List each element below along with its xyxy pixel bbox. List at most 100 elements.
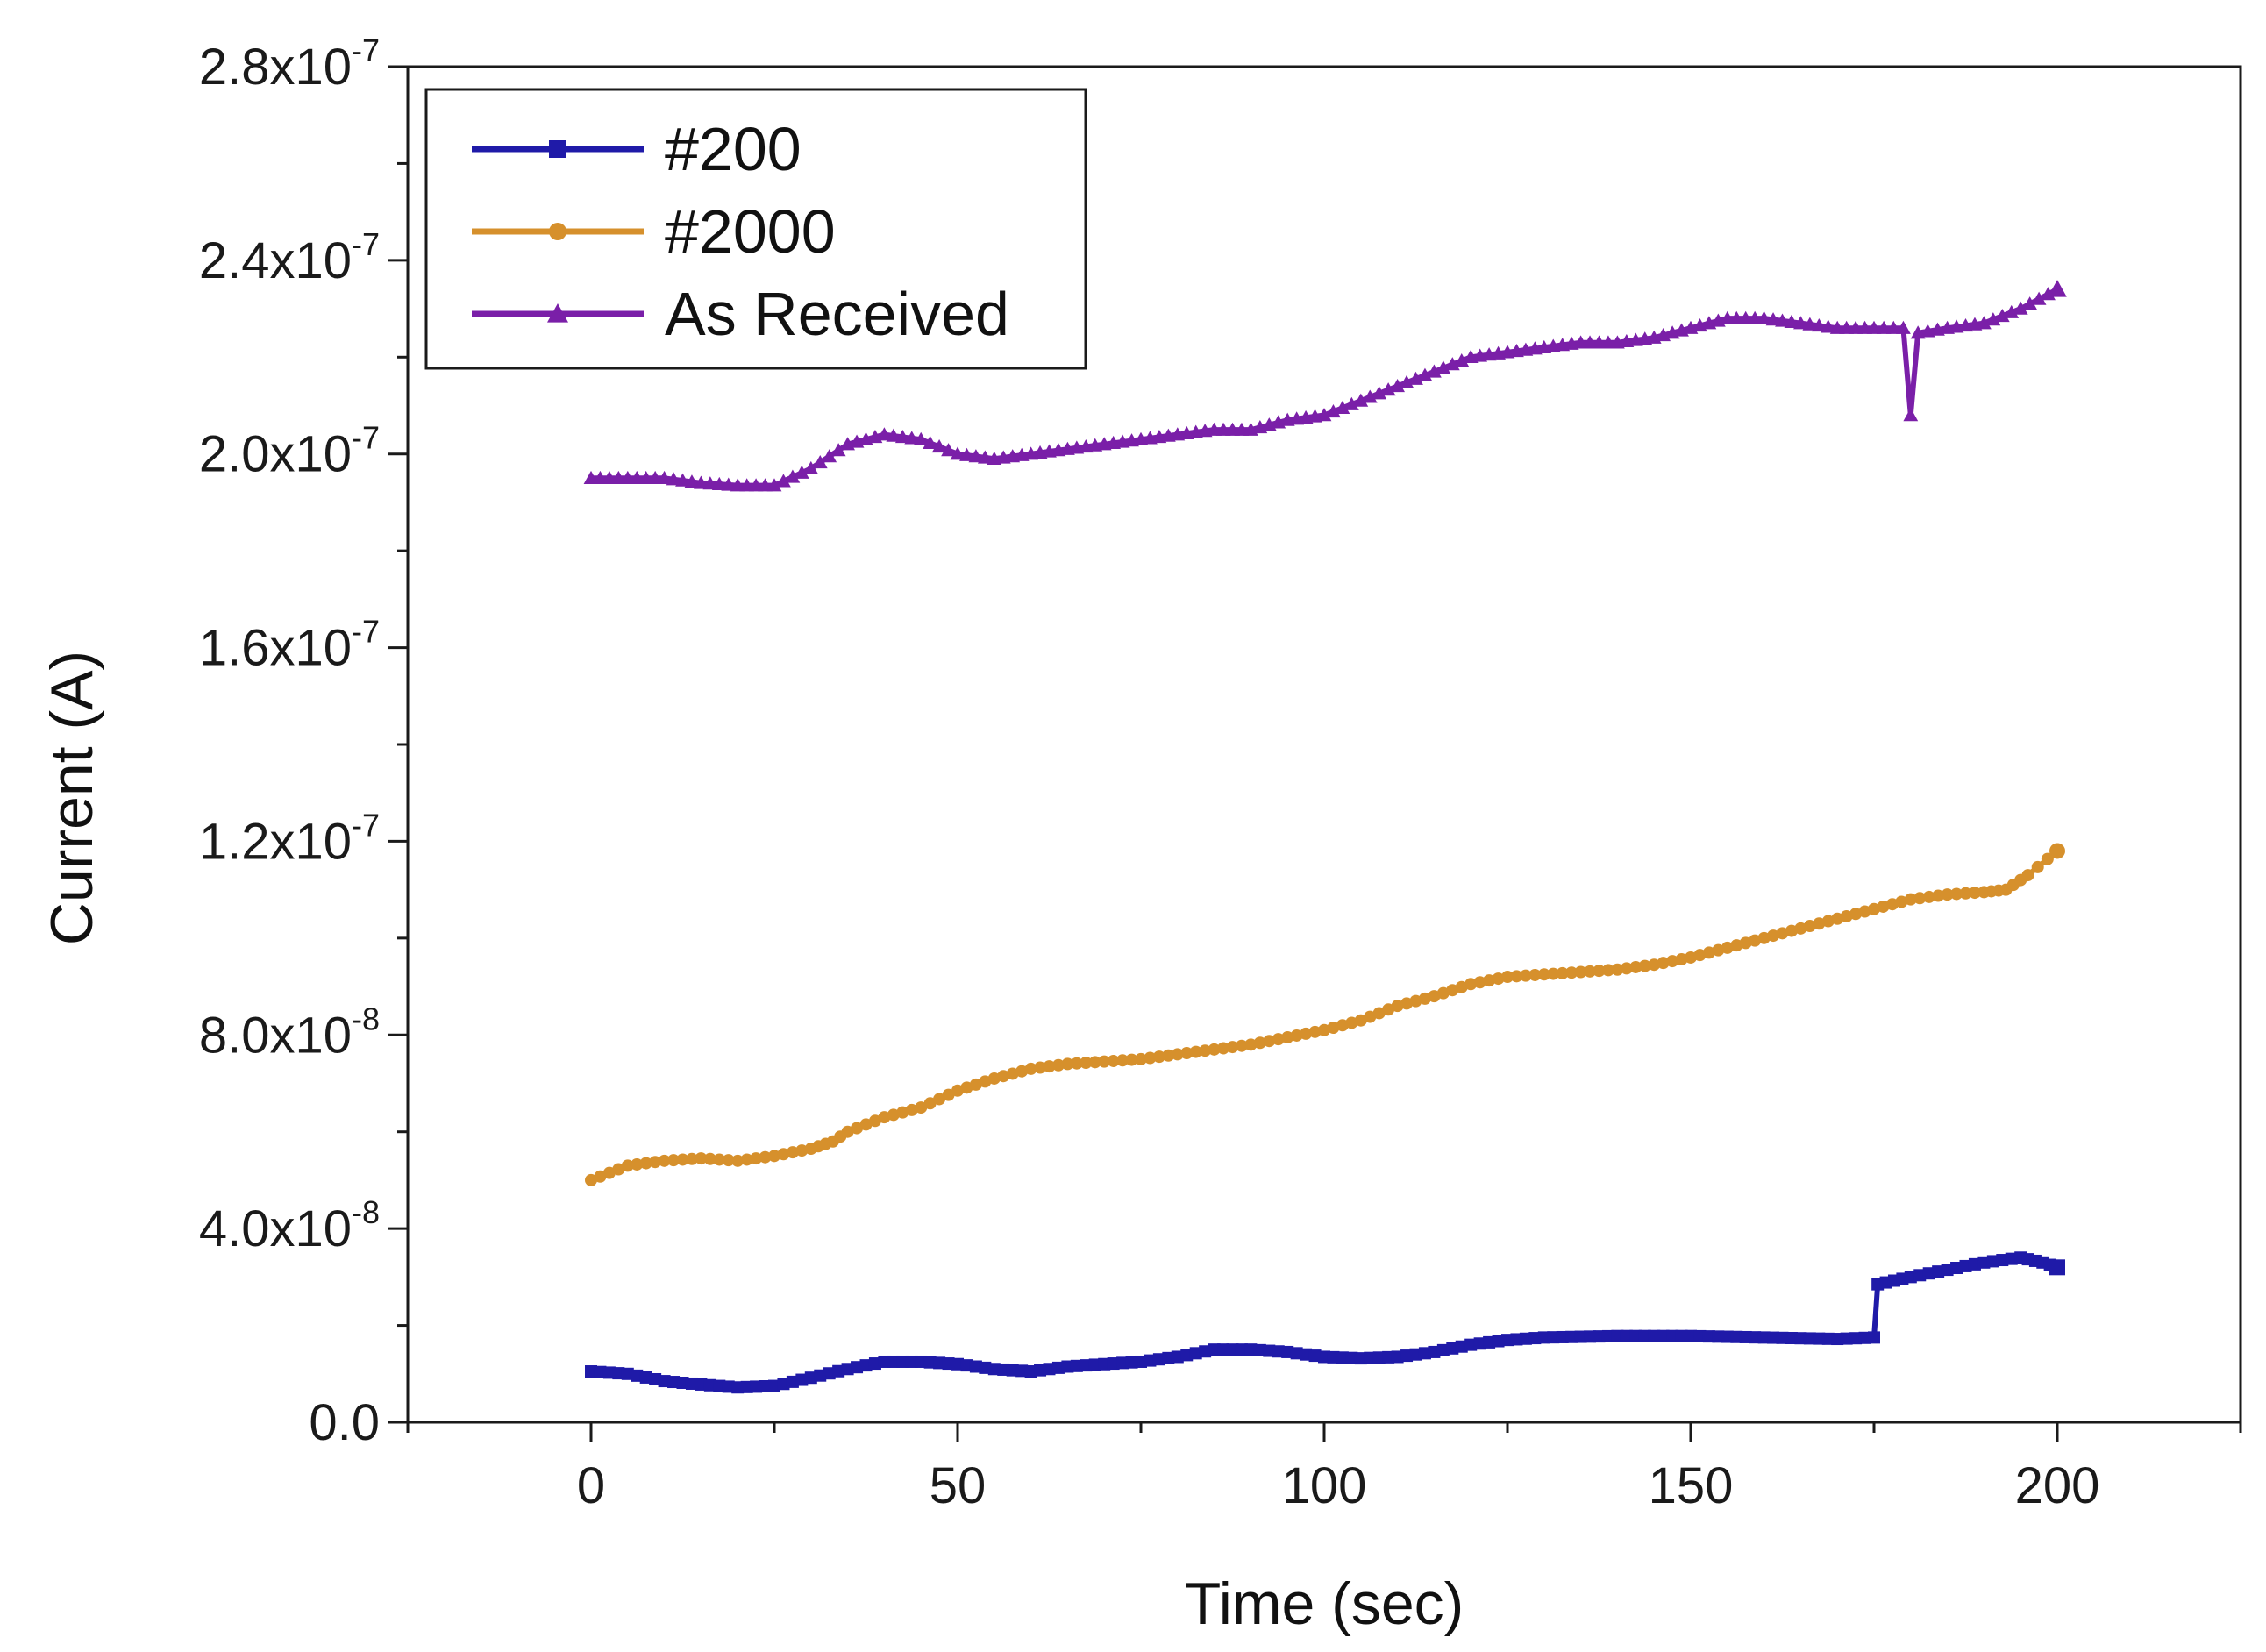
data-point — [1235, 1039, 1248, 1052]
data-point — [1876, 320, 1892, 334]
data-point — [676, 1153, 689, 1166]
data-point — [1657, 957, 1670, 970]
data-point — [1593, 965, 1606, 978]
axes-layer: 0 50 100 150 200 0.0 4.0x10-8 8.0x10-8 1.2x10-7 1… — [199, 32, 2242, 1514]
data-point — [1098, 1055, 1111, 1068]
data-point — [1483, 974, 1496, 987]
data-point — [1436, 360, 1451, 374]
data-point — [795, 1144, 809, 1157]
data-point — [658, 1154, 671, 1167]
data-point — [1061, 1057, 1074, 1071]
data-point — [931, 439, 947, 453]
data-point — [2022, 296, 2038, 310]
data-point — [740, 1153, 753, 1166]
legend-label: As Received — [665, 280, 1009, 348]
data-point — [1584, 965, 1597, 978]
data-point — [675, 473, 690, 487]
data-point — [1821, 319, 1836, 333]
x-tick-label: 50 — [930, 1457, 987, 1514]
data-point — [1180, 1046, 1194, 1059]
data-point — [731, 1154, 745, 1167]
data-point — [1244, 1038, 1258, 1051]
data-point — [1300, 1027, 1313, 1040]
x-tick-label: 100 — [1282, 1457, 1367, 1514]
data-point — [1217, 1042, 1230, 1055]
data-point — [1399, 374, 1414, 388]
data-point — [1135, 1052, 1147, 1065]
data-point — [1574, 965, 1587, 979]
y-tick-label: 4.0x10-8 — [199, 1194, 380, 1257]
y-tick-label: 8.0x10-8 — [199, 1000, 380, 1064]
data-point — [1390, 379, 1405, 393]
data-point — [1666, 955, 1679, 968]
data-point — [1125, 1053, 1138, 1066]
series-2 — [583, 280, 2067, 492]
data-point — [2021, 869, 2034, 882]
data-point — [1380, 382, 1396, 396]
data-point — [1316, 408, 1332, 422]
legend-swatch-marker — [547, 303, 568, 323]
y-tick-label: 2.8x10-7 — [199, 32, 380, 96]
data-point — [1088, 1056, 1101, 1069]
data-point — [1034, 1061, 1047, 1074]
data-point — [877, 427, 892, 441]
data-point — [639, 1157, 652, 1170]
data-point — [1408, 371, 1423, 385]
data-point — [950, 446, 966, 460]
data-point — [1519, 969, 1532, 982]
data-point — [1985, 312, 2001, 326]
data-point — [768, 1150, 780, 1163]
data-point — [1308, 1025, 1322, 1038]
data-point — [631, 1157, 644, 1171]
data-point — [1107, 1054, 1120, 1067]
data-point — [1977, 316, 1992, 330]
data-point — [1922, 890, 1935, 903]
y-tick-label: 2.4x10-7 — [199, 226, 380, 289]
legend: #200 #2000 As Received — [424, 88, 1087, 370]
data-point — [1272, 1033, 1285, 1046]
data-point — [1454, 353, 1470, 367]
data-point — [1648, 958, 1661, 972]
data-point — [766, 478, 782, 492]
data-point — [1281, 1031, 1294, 1044]
data-point — [1226, 1041, 1239, 1054]
data-point — [1611, 963, 1624, 976]
series-0 — [585, 1251, 2065, 1394]
data-point — [1263, 1035, 1276, 1048]
data-point — [1968, 887, 1981, 900]
legend-item: As Received — [472, 280, 1009, 348]
data-point — [711, 476, 727, 490]
data-point — [713, 1153, 726, 1166]
series-layer — [583, 280, 2067, 1394]
data-point — [1903, 408, 1919, 422]
data-point — [1811, 317, 1827, 332]
data-point — [2031, 860, 2044, 873]
data-point — [1757, 310, 1771, 324]
data-point — [1904, 893, 1917, 906]
x-tick-label: 200 — [2015, 1457, 2100, 1514]
data-point — [657, 470, 672, 485]
data-point — [750, 1152, 763, 1165]
data-point — [1116, 1054, 1129, 1067]
data-point — [1913, 892, 1927, 905]
y-tick-label: 2.0x10-7 — [199, 420, 380, 483]
data-point — [1444, 357, 1460, 371]
data-point — [1601, 964, 1614, 977]
data-point — [2048, 280, 2067, 297]
data-point — [894, 429, 910, 444]
data-point — [933, 1093, 946, 1106]
data-point — [1675, 953, 1688, 966]
data-point — [923, 435, 938, 450]
data-point — [915, 1101, 928, 1114]
data-point — [1950, 887, 1963, 901]
data-point — [1528, 968, 1542, 981]
legend-item: #2000 — [472, 197, 836, 266]
data-point — [1932, 889, 1945, 902]
data-point — [923, 1097, 937, 1110]
data-point — [812, 454, 828, 469]
y-tick-label: 1.2x10-7 — [199, 807, 380, 870]
data-point — [1427, 364, 1442, 378]
data-point — [1144, 1051, 1157, 1065]
x-axis-title: Time (sec) — [1185, 1570, 1464, 1637]
